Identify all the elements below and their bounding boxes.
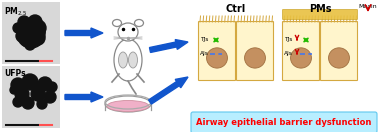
Circle shape [25,40,35,50]
Circle shape [17,20,45,48]
Circle shape [38,77,52,91]
Text: UFPs: UFPs [4,69,26,78]
Bar [2,2,60,64]
Circle shape [44,91,56,103]
Circle shape [15,87,29,101]
Ellipse shape [107,100,149,112]
Circle shape [37,99,47,109]
Text: PM$_{2.5}$: PM$_{2.5}$ [4,5,27,18]
Circle shape [31,31,45,45]
Text: Mucin: Mucin [358,4,376,9]
FancyBboxPatch shape [237,22,274,81]
Bar [2,66,60,128]
FancyBboxPatch shape [321,22,358,81]
Circle shape [21,33,35,47]
Circle shape [11,78,25,92]
Circle shape [16,30,28,42]
Circle shape [30,20,46,36]
Circle shape [13,23,23,33]
Text: Airway epithelial barrier dysfunction: Airway epithelial barrier dysfunction [196,118,372,127]
Ellipse shape [113,20,121,27]
Ellipse shape [118,23,138,41]
FancyArrow shape [65,92,103,102]
Text: PMs: PMs [309,4,331,14]
Circle shape [35,27,45,37]
Circle shape [31,82,41,92]
FancyBboxPatch shape [282,10,358,20]
FancyArrow shape [65,28,103,38]
Text: TJs: TJs [284,37,292,43]
FancyBboxPatch shape [282,22,319,81]
Circle shape [18,16,30,28]
FancyArrow shape [149,40,188,52]
Ellipse shape [135,20,144,27]
Circle shape [28,15,42,29]
Circle shape [16,20,34,38]
FancyBboxPatch shape [198,22,235,81]
Ellipse shape [291,48,311,68]
FancyBboxPatch shape [191,112,377,132]
Ellipse shape [206,48,228,68]
Text: AJs: AJs [200,51,209,56]
Ellipse shape [105,96,151,112]
Ellipse shape [114,39,142,81]
Circle shape [47,82,57,92]
Text: Ctrl: Ctrl [226,4,246,14]
Ellipse shape [328,48,349,68]
Text: TJs: TJs [200,37,208,43]
Circle shape [22,74,38,90]
Ellipse shape [118,52,127,68]
Circle shape [13,97,23,107]
Circle shape [31,87,45,101]
Circle shape [22,97,34,109]
FancyArrow shape [149,77,188,104]
Ellipse shape [129,52,138,68]
Circle shape [10,86,18,94]
Ellipse shape [245,48,265,68]
Text: AJs: AJs [284,51,293,56]
